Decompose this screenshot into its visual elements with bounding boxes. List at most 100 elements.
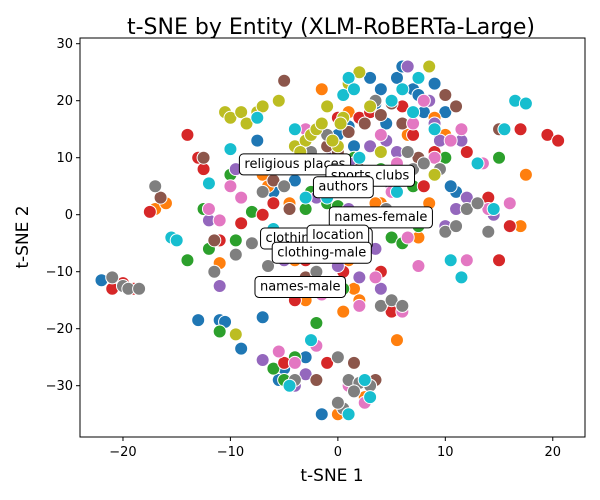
scatter-point [427,76,442,91]
cluster-annotation: names-male [254,275,347,298]
scatter-point [255,353,270,368]
y-tick-label: 10 [56,151,73,166]
scatter-point [454,122,469,137]
scatter-point [277,179,292,194]
annotation-label: names-male [260,279,341,294]
scatter-point [389,333,404,348]
y-tick-label: −10 [46,265,73,280]
scatter-point [427,122,442,137]
scatter-point [357,116,372,131]
scatter-point [244,236,259,251]
scatter-point [298,367,313,382]
chart-title: t-SNE by Entity (XLM-RoBERTa-Large) [127,15,535,40]
scatter-point [261,259,276,273]
x-tick-label: 10 [437,445,454,460]
annotation-box [312,176,374,199]
scatter-point [314,82,329,97]
scatter-point [320,355,335,370]
scatter-point [400,145,415,159]
scatter-point [373,107,388,122]
scatter-point [416,179,431,194]
scatter-point [346,82,361,97]
y-axis-ticks: −30 −20 −10 0 10 20 30 [46,37,80,394]
scatter-point [459,145,474,159]
scatter-point [481,224,496,239]
scatter-point [352,270,367,285]
scatter-point [363,70,378,85]
scatter-point [142,204,157,219]
scatter-point [395,82,410,97]
scatter-point [266,361,281,376]
scatter-point [352,150,367,165]
scatter-point [228,327,243,342]
scatter-point [438,88,453,102]
y-tick-label: 30 [56,37,73,52]
scatter-point [320,99,335,114]
scatter-point [191,313,206,328]
scatter-point [228,247,243,262]
scatter-point [411,259,426,273]
scatter-point [266,196,281,211]
scatter-point [298,190,313,205]
scatter-point [373,127,388,142]
scatter-point [551,133,566,148]
scatter-point [234,341,249,356]
scatter-point [234,216,249,231]
scatter-point [427,150,442,165]
scatter-point [250,110,265,125]
annotation-box [238,153,352,176]
cluster-annotation: authors [312,176,374,199]
scatter-point [223,142,238,157]
scatter-point [314,407,329,422]
scatter-point [384,230,399,245]
scatter-point [363,390,378,405]
scatter-point [438,224,453,239]
scatter-point [201,176,216,191]
scatter-point [255,184,270,199]
scatter-point [373,145,388,159]
scatter-point [363,99,378,114]
scatter-point [416,156,431,171]
cluster-annotation: names-female [328,206,433,229]
scatter-point [105,270,120,285]
scatter-point [346,355,361,370]
scatter-point [341,407,356,422]
scatter-point [486,202,501,216]
scatter-point [492,150,507,165]
scatter-point [502,196,517,211]
scatter-point [443,179,458,194]
scatter-point [443,253,458,268]
scatter-point [373,298,388,313]
scatter-point [384,293,399,308]
scatter-point [228,233,243,248]
scatter-point [282,202,297,216]
x-tick-label: 20 [544,445,561,460]
scatter-point [454,270,469,285]
scatter-point [411,70,426,85]
scatter-point [255,207,270,222]
x-axis-label: t-SNE 1 [300,466,363,486]
scatter-point [287,122,302,137]
scatter-point [223,179,238,194]
scatter-point [449,99,464,114]
scatter-point [314,116,329,131]
scatter-point [422,59,437,74]
scatter-point [287,355,302,370]
scatter-point [384,93,399,108]
scatter-point [470,196,485,211]
scatter-point [277,73,292,88]
annotation-box [271,241,372,264]
annotation-label: names-female [334,210,427,225]
annotation-label: religious places [244,157,345,172]
scatter-point [282,378,297,393]
scatter-point [518,96,533,111]
scatter-point [443,133,458,148]
scatter-point [389,184,404,199]
scatter-point [352,65,367,80]
scatter-point [357,373,372,387]
scatter-point [470,156,485,171]
scatter-point [148,179,163,194]
scatter-point [239,116,254,131]
scatter-point [234,190,249,205]
y-tick-label: 20 [56,94,73,109]
